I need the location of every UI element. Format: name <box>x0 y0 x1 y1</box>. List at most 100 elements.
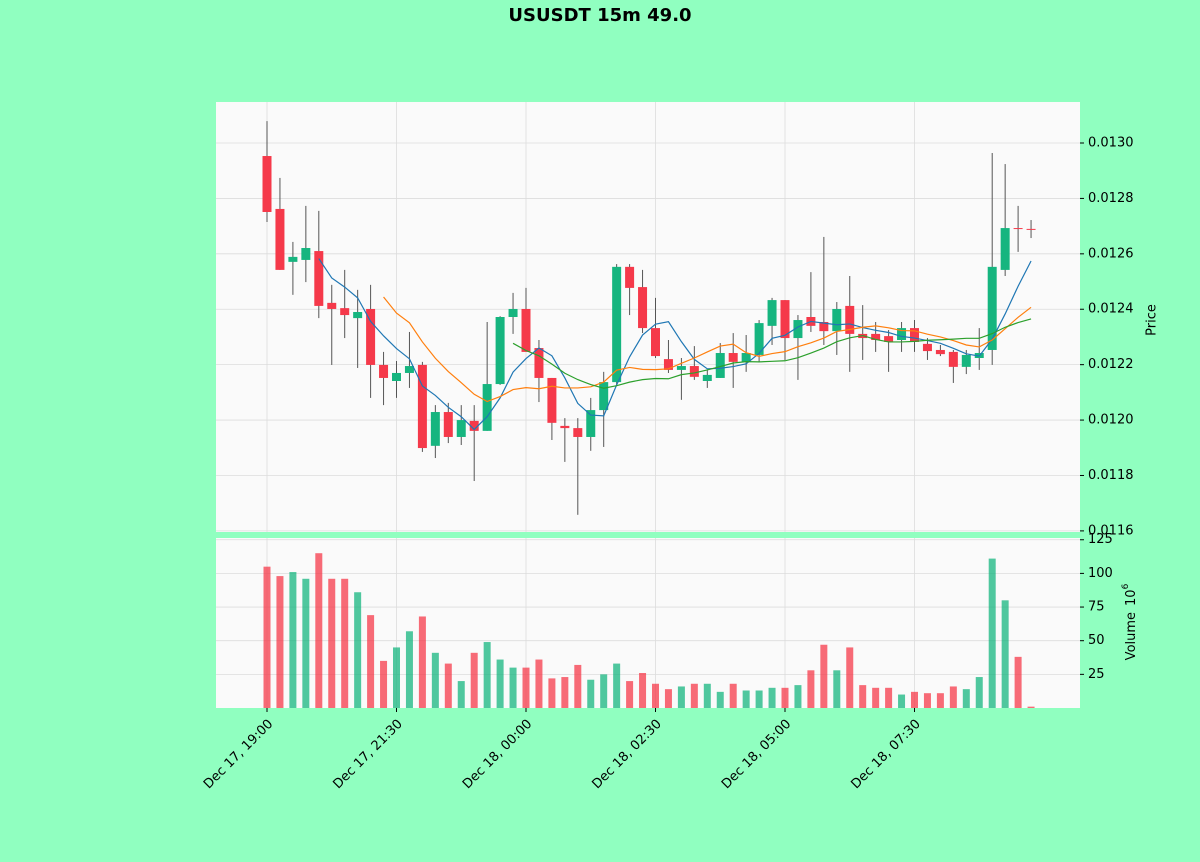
candle-body <box>961 354 971 367</box>
candle-body <box>456 420 466 437</box>
volume-bar <box>600 674 608 708</box>
candle-body <box>935 349 945 355</box>
volume-bar <box>289 572 297 708</box>
candle-body <box>948 351 958 367</box>
volume-bar <box>613 663 621 708</box>
volume-bar <box>639 673 647 708</box>
volume-bar <box>820 644 828 708</box>
candle-body <box>508 308 518 317</box>
chart-title: USUSDT 15m 49.0 <box>508 5 691 26</box>
volume-bar <box>1014 656 1022 708</box>
x-tick-label: Dec 18, 02:30 <box>589 717 664 792</box>
moving-average-line <box>512 318 1032 389</box>
volume-bar <box>263 566 271 708</box>
volume-bar <box>1027 706 1035 708</box>
candle-body <box>262 156 272 212</box>
volume-y-tick-label: 100 <box>1088 566 1113 581</box>
candle-body <box>897 328 907 340</box>
y-tick-label: 0.0128 <box>1088 191 1134 206</box>
volume-y-tick-label: 75 <box>1088 600 1105 615</box>
volume-bar <box>885 687 893 708</box>
volume-y-tick-label: 125 <box>1088 532 1113 547</box>
volume-bar <box>975 677 983 708</box>
volume-bar <box>729 683 737 708</box>
candle-body <box>1013 228 1023 230</box>
volume-bar <box>781 687 789 708</box>
y-tick-label: 0.0118 <box>1088 468 1134 483</box>
y-tick-label: 0.0126 <box>1088 246 1134 261</box>
candle-body <box>340 308 350 316</box>
x-tick-label: Dec 18, 00:00 <box>460 717 535 792</box>
x-tick-label: Dec 18, 07:30 <box>848 717 923 792</box>
candle-body <box>560 425 570 429</box>
candle-body <box>715 353 725 378</box>
volume-y-tick-label: 25 <box>1088 667 1105 682</box>
candle-body <box>793 320 803 339</box>
candle-body <box>910 328 919 342</box>
volume-bar <box>393 647 400 708</box>
volume-bar <box>794 685 802 708</box>
volume-bar <box>418 616 426 708</box>
candle-body <box>366 308 376 365</box>
candle-body <box>404 366 414 373</box>
volume-bar <box>859 685 867 708</box>
candle-body <box>728 353 738 362</box>
y-tick-label: 0.0122 <box>1088 357 1134 372</box>
volume-bar <box>405 631 413 708</box>
candle-body <box>275 208 285 270</box>
y-tick-label: 0.0130 <box>1088 136 1134 151</box>
volume-bar <box>988 558 996 708</box>
candle-body <box>353 312 363 319</box>
volume-bar <box>703 683 711 708</box>
volume-bar <box>431 652 439 708</box>
candle-body <box>547 377 557 423</box>
candle-body <box>625 266 635 288</box>
volume-bar <box>936 693 944 708</box>
candle-body <box>573 428 583 437</box>
candle-body <box>832 308 842 332</box>
volume-bar <box>949 686 957 708</box>
volume-bar <box>833 670 841 708</box>
volume-bar <box>911 691 918 708</box>
candle-body <box>288 256 298 262</box>
volume-bar <box>755 690 763 708</box>
volume-bar <box>548 678 556 708</box>
candle-body <box>767 300 777 326</box>
moving-average-line <box>383 296 1032 403</box>
candle-body <box>1000 228 1010 270</box>
x-tick-label: Dec 17, 19:00 <box>201 717 276 792</box>
candle-body <box>663 359 673 370</box>
candle-body <box>819 321 829 332</box>
volume-bar <box>962 689 970 708</box>
volume-bar <box>768 687 776 708</box>
volume-bar <box>354 592 362 708</box>
volume-bar <box>574 664 582 708</box>
volume-bar <box>276 576 284 708</box>
volume-bar <box>483 642 491 708</box>
volume-bar <box>923 693 931 708</box>
volume-label-text: Volume <box>1124 612 1139 660</box>
candle-body <box>884 336 894 342</box>
y-tick-label: 0.0124 <box>1088 302 1134 317</box>
volume-bar <box>626 681 634 708</box>
volume-bar <box>742 690 750 708</box>
volume-bar <box>690 683 698 708</box>
y-tick-label: 0.0120 <box>1088 413 1134 428</box>
volume-bar <box>444 663 452 708</box>
volume-bar <box>846 647 854 708</box>
volume-unit-base: 10 <box>1124 589 1139 606</box>
candle-body <box>702 374 712 382</box>
volume-bar <box>470 652 478 708</box>
volume-bar <box>1001 600 1009 708</box>
candle-body <box>534 348 544 378</box>
candle-body <box>314 251 324 306</box>
candle-body <box>987 266 997 350</box>
candle-body <box>871 333 881 340</box>
volume-bar <box>872 687 880 708</box>
candle-body <box>638 287 648 329</box>
price-panel <box>216 102 1080 532</box>
volume-bar <box>898 694 906 708</box>
candle-body <box>651 328 660 357</box>
candle-body <box>754 323 764 355</box>
